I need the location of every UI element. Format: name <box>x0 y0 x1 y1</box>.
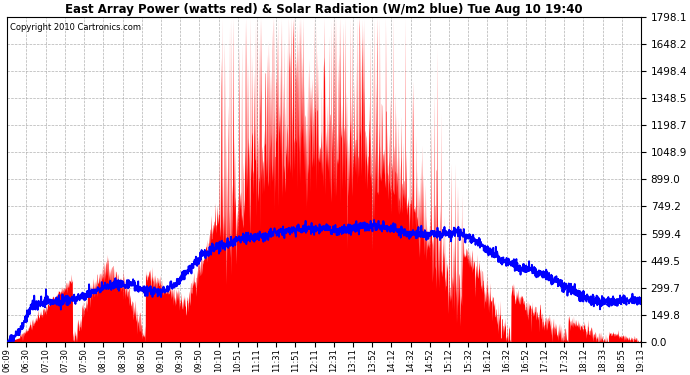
Title: East Array Power (watts red) & Solar Radiation (W/m2 blue) Tue Aug 10 19:40: East Array Power (watts red) & Solar Rad… <box>66 3 583 16</box>
Text: Copyright 2010 Cartronics.com: Copyright 2010 Cartronics.com <box>10 24 141 33</box>
